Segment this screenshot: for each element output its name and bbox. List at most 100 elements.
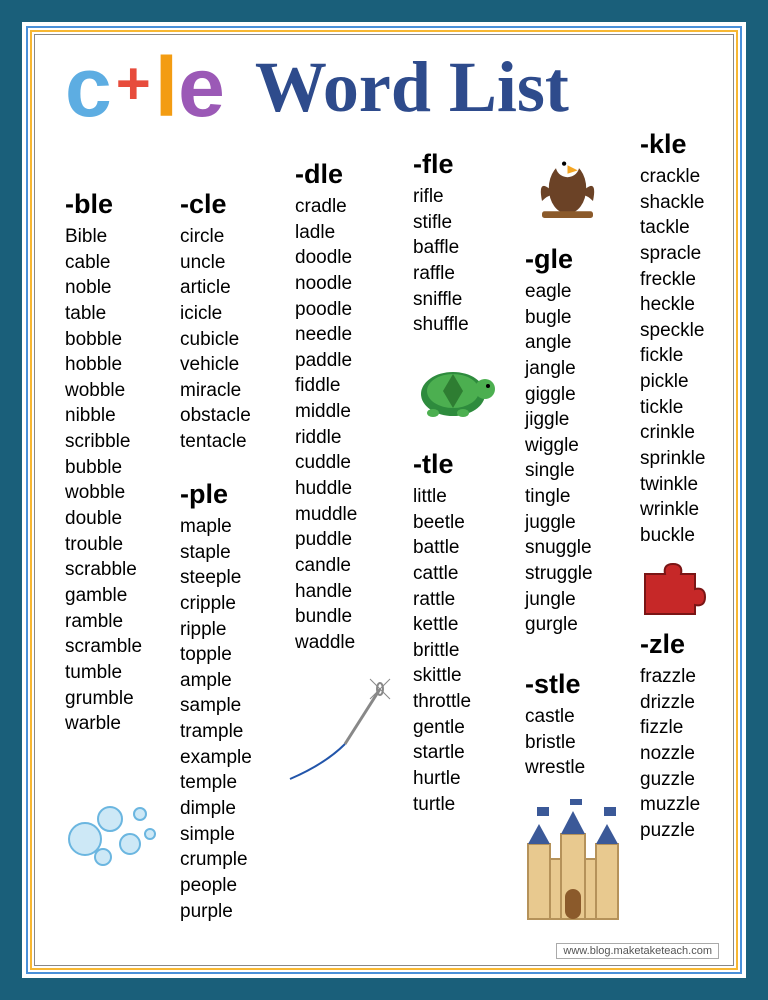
word-item: buckle: [640, 523, 705, 549]
word-item: waddle: [295, 630, 357, 656]
word-item: turtle: [413, 792, 471, 818]
page-frame: c + l e Word List -bleBiblecablenobletab…: [12, 12, 756, 988]
bubbles-icon: [55, 769, 175, 879]
logo-plus: +: [116, 54, 151, 114]
word-item: huddle: [295, 476, 357, 502]
word-item: icicle: [180, 301, 251, 327]
word-item: miracle: [180, 378, 251, 404]
word-item: ramble: [65, 609, 142, 635]
word-item: muddle: [295, 502, 357, 528]
word-item: wobble: [65, 378, 142, 404]
word-item: cradle: [295, 194, 357, 220]
word-group: -plemaplestaplesteeplecripplerippletoppl…: [180, 479, 252, 924]
word-item: throttle: [413, 689, 471, 715]
border-blue: c + l e Word List -bleBiblecablenobletab…: [26, 26, 742, 974]
group-heading: -cle: [180, 189, 251, 220]
word-item: castle: [525, 704, 585, 730]
word-item: cripple: [180, 591, 252, 617]
word-item: eagle: [525, 279, 593, 305]
word-item: frazzle: [640, 664, 700, 690]
word-item: nibble: [65, 403, 142, 429]
page-title: Word List: [255, 46, 569, 129]
word-item: scribble: [65, 429, 142, 455]
word-item: sprinkle: [640, 446, 705, 472]
word-item: vehicle: [180, 352, 251, 378]
word-item: obstacle: [180, 403, 251, 429]
word-item: hobble: [65, 352, 142, 378]
word-item: simple: [180, 822, 252, 848]
word-item: baffle: [413, 235, 469, 261]
word-item: gurgle: [525, 612, 593, 638]
word-item: trouble: [65, 532, 142, 558]
word-item: speckle: [640, 318, 705, 344]
word-item: paddle: [295, 348, 357, 374]
word-item: doodle: [295, 245, 357, 271]
content-frame: c + l e Word List -bleBiblecablenobletab…: [34, 34, 734, 966]
word-item: table: [65, 301, 142, 327]
word-item: rifle: [413, 184, 469, 210]
word-item: people: [180, 873, 252, 899]
word-item: struggle: [525, 561, 593, 587]
word-item: circle: [180, 224, 251, 250]
word-item: drizzle: [640, 690, 700, 716]
word-item: example: [180, 745, 252, 771]
word-item: gentle: [413, 715, 471, 741]
word-item: muzzle: [640, 792, 700, 818]
word-item: noble: [65, 275, 142, 301]
word-item: double: [65, 506, 142, 532]
word-item: shuffle: [413, 312, 469, 338]
word-item: ripple: [180, 617, 252, 643]
logo-letter-c: c: [65, 45, 112, 129]
word-item: bundle: [295, 604, 357, 630]
word-item: giggle: [525, 382, 593, 408]
word-item: gamble: [65, 583, 142, 609]
word-item: crackle: [640, 164, 705, 190]
word-item: guzzle: [640, 767, 700, 793]
word-item: bristle: [525, 730, 585, 756]
word-item: brittle: [413, 638, 471, 664]
puzzle-icon: [635, 559, 710, 619]
word-item: jangle: [525, 356, 593, 382]
word-item: maple: [180, 514, 252, 540]
word-group: -tlelittlebeetlebattlecattlerattlekettle…: [413, 449, 471, 817]
word-item: sample: [180, 693, 252, 719]
word-item: ladle: [295, 220, 357, 246]
group-heading: -ble: [65, 189, 142, 220]
word-item: riddle: [295, 425, 357, 451]
word-item: tackle: [640, 215, 705, 241]
word-item: little: [413, 484, 471, 510]
word-item: staple: [180, 540, 252, 566]
word-item: jungle: [525, 587, 593, 613]
word-item: wrinkle: [640, 497, 705, 523]
word-item: raffle: [413, 261, 469, 287]
word-item: ample: [180, 668, 252, 694]
border-yellow: c + l e Word List -bleBiblecablenobletab…: [30, 30, 738, 970]
group-heading: -kle: [640, 129, 705, 160]
word-item: middle: [295, 399, 357, 425]
logo-letter-l: l: [155, 45, 178, 129]
word-item: startle: [413, 740, 471, 766]
group-heading: -ple: [180, 479, 252, 510]
turtle-icon: [403, 349, 503, 429]
word-item: article: [180, 275, 251, 301]
group-heading: -tle: [413, 449, 471, 480]
word-item: fickle: [640, 343, 705, 369]
word-item: puzzle: [640, 818, 700, 844]
word-item: bobble: [65, 327, 142, 353]
word-item: dimple: [180, 796, 252, 822]
word-group: -bleBiblecablenobletablebobblehobblewobb…: [65, 189, 142, 737]
word-item: tentacle: [180, 429, 251, 455]
word-item: steeple: [180, 565, 252, 591]
group-heading: -gle: [525, 244, 593, 275]
word-item: pickle: [640, 369, 705, 395]
word-item: angle: [525, 330, 593, 356]
word-item: battle: [413, 535, 471, 561]
castle-icon: [513, 799, 633, 929]
word-item: spracle: [640, 241, 705, 267]
word-item: jiggle: [525, 407, 593, 433]
word-item: fizzle: [640, 715, 700, 741]
word-item: candle: [295, 553, 357, 579]
word-group: -stlecastlebristlewrestle: [525, 669, 585, 781]
word-group: -dlecradleladledoodlenoodlepoodleneedlep…: [295, 159, 357, 656]
word-item: snuggle: [525, 535, 593, 561]
